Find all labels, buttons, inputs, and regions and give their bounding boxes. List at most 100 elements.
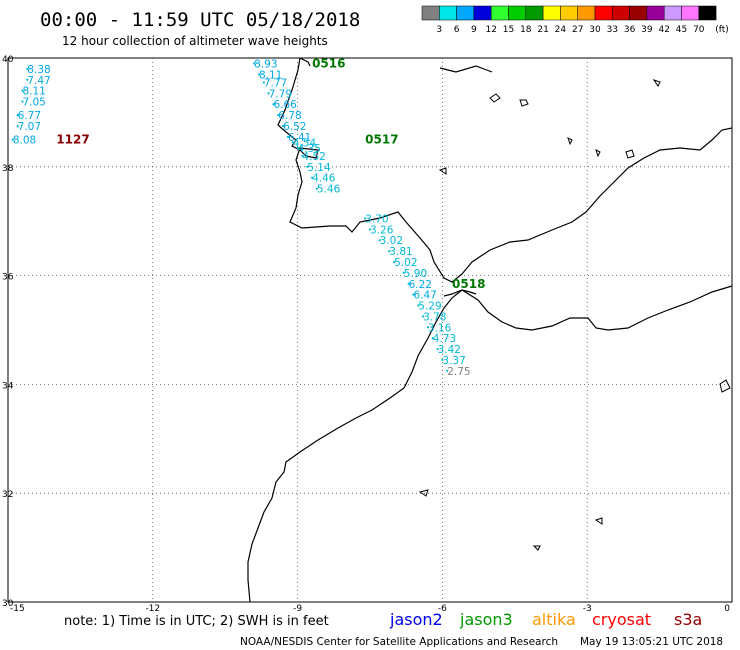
lat-tick-label: 36 [2, 273, 14, 283]
track-point [431, 337, 434, 340]
wave-height-label: 6.77 [18, 110, 41, 122]
color-scale-label: 24 [555, 25, 567, 35]
color-scale-label: 27 [572, 25, 583, 35]
track-point [441, 358, 444, 362]
wave-height-label: 4.73 [433, 333, 456, 345]
track-point [291, 141, 294, 144]
color-scale-unit: (ft) [715, 25, 729, 35]
color-scale-label: 39 [641, 25, 653, 35]
color-swatch [681, 5, 700, 21]
wave-height-label: 8.11 [22, 86, 45, 98]
color-scale-legend: 3 6 9 12 15 18 21 24 27 30 33 36 39 42 45 70 (ft) [421, 5, 729, 35]
wave-height-label: 8.38 [27, 64, 50, 76]
lat-tick-label: 40 [2, 55, 14, 65]
color-swatch [577, 5, 596, 21]
island [594, 517, 603, 525]
color-swatch [646, 5, 665, 21]
track-point [426, 326, 430, 329]
track-point [21, 100, 24, 103]
track-point [446, 369, 449, 372]
track-point [16, 114, 19, 117]
wave-height-label: 5.14 [307, 162, 331, 174]
track-0517: 4.544.354.525.144.465.46 0517 [291, 133, 399, 196]
wave-height-label: 5.29 [418, 301, 441, 313]
color-scale-label: 9 [471, 25, 477, 35]
wave-height-label: 3.02 [380, 235, 403, 247]
lon-tick-label: -9 [293, 604, 302, 614]
track-point [402, 271, 405, 274]
wave-height-label: 2.75 [447, 366, 470, 378]
wave-height-label: 6.41 [288, 132, 311, 144]
track-point [378, 239, 381, 242]
track-point [277, 114, 280, 117]
track-point [272, 103, 275, 106]
lat-tick-label: 32 [2, 490, 13, 500]
satellite-legend-s3a: s3a [674, 610, 702, 629]
track-point [315, 187, 319, 190]
altimeter-tracks: 8.387.478.117.056.777.078.08 11278.938.11… [11, 56, 485, 378]
satellite-legend-jason3: jason3 [459, 610, 513, 629]
islands [418, 79, 731, 551]
color-scale-label: 45 [676, 25, 687, 35]
lon-tick-label: 0 [724, 604, 730, 614]
track-time-label: 0517 [365, 133, 398, 147]
morocco-coastline [247, 289, 463, 603]
wave-height-label: 7.79 [269, 88, 292, 100]
color-scale-label: 33 [607, 25, 618, 35]
wave-height-label: 8.08 [13, 135, 36, 147]
lon-tick-label: -12 [145, 604, 160, 614]
color-swatch [663, 5, 682, 21]
track-point [364, 217, 367, 220]
graticule [8, 58, 732, 602]
coastline [247, 57, 733, 603]
color-swatch [525, 5, 544, 21]
track-point [436, 347, 439, 351]
color-swatch [560, 5, 578, 21]
chart-title: 00:00 - 11:59 UTC 05/18/2018 [40, 9, 360, 31]
island [418, 489, 429, 497]
island [652, 79, 661, 87]
wave-height-label: 8.93 [254, 58, 277, 70]
lat-tick-label: 38 [2, 164, 14, 174]
track-time-label: 0518 [452, 277, 485, 291]
wave-height-label: 3.78 [423, 311, 446, 323]
track-point [26, 78, 29, 81]
track-point [286, 135, 290, 138]
island [519, 99, 529, 107]
track-0516: 8.938.117.777.796.666.786.526.41 0516 [253, 56, 345, 144]
color-scale-label: 3 [436, 25, 442, 35]
track-point [257, 73, 261, 76]
track-time-label: 1127 [56, 133, 89, 147]
track-point [253, 62, 256, 65]
color-swatch [594, 5, 613, 21]
wave-height-label: 6.52 [283, 121, 306, 133]
track-point [388, 250, 391, 253]
color-scale-label: 36 [624, 25, 636, 35]
color-swatch [612, 5, 630, 21]
wave-height-label: 7.47 [27, 75, 50, 87]
wave-height-label: 3.37 [442, 355, 465, 367]
track-1127: 8.387.478.117.056.777.07 8.08 1127 [11, 64, 90, 147]
color-scale-label: 15 [503, 25, 514, 35]
track-point [21, 89, 24, 92]
wave-height-label: 3.26 [370, 224, 394, 236]
track-point [11, 138, 14, 141]
north-africa-coastline [461, 285, 733, 331]
track-point [282, 124, 285, 128]
track-point [368, 228, 372, 231]
track-point [26, 67, 29, 70]
island [719, 379, 731, 393]
track-point [296, 146, 299, 149]
color-swatch [508, 5, 527, 21]
wave-height-label: 3.16 [428, 322, 452, 334]
lon-tick-label: -15 [10, 604, 25, 614]
color-swatch [629, 5, 648, 21]
wave-height-label: 6.78 [278, 110, 301, 122]
wave-height-label: 3.81 [389, 246, 412, 258]
wave-height-label: 4.46 [312, 173, 336, 185]
wave-height-label: 4.35 [298, 143, 321, 155]
track-point [393, 260, 396, 264]
track-point [407, 282, 410, 285]
wave-height-label: 6.22 [409, 279, 432, 291]
